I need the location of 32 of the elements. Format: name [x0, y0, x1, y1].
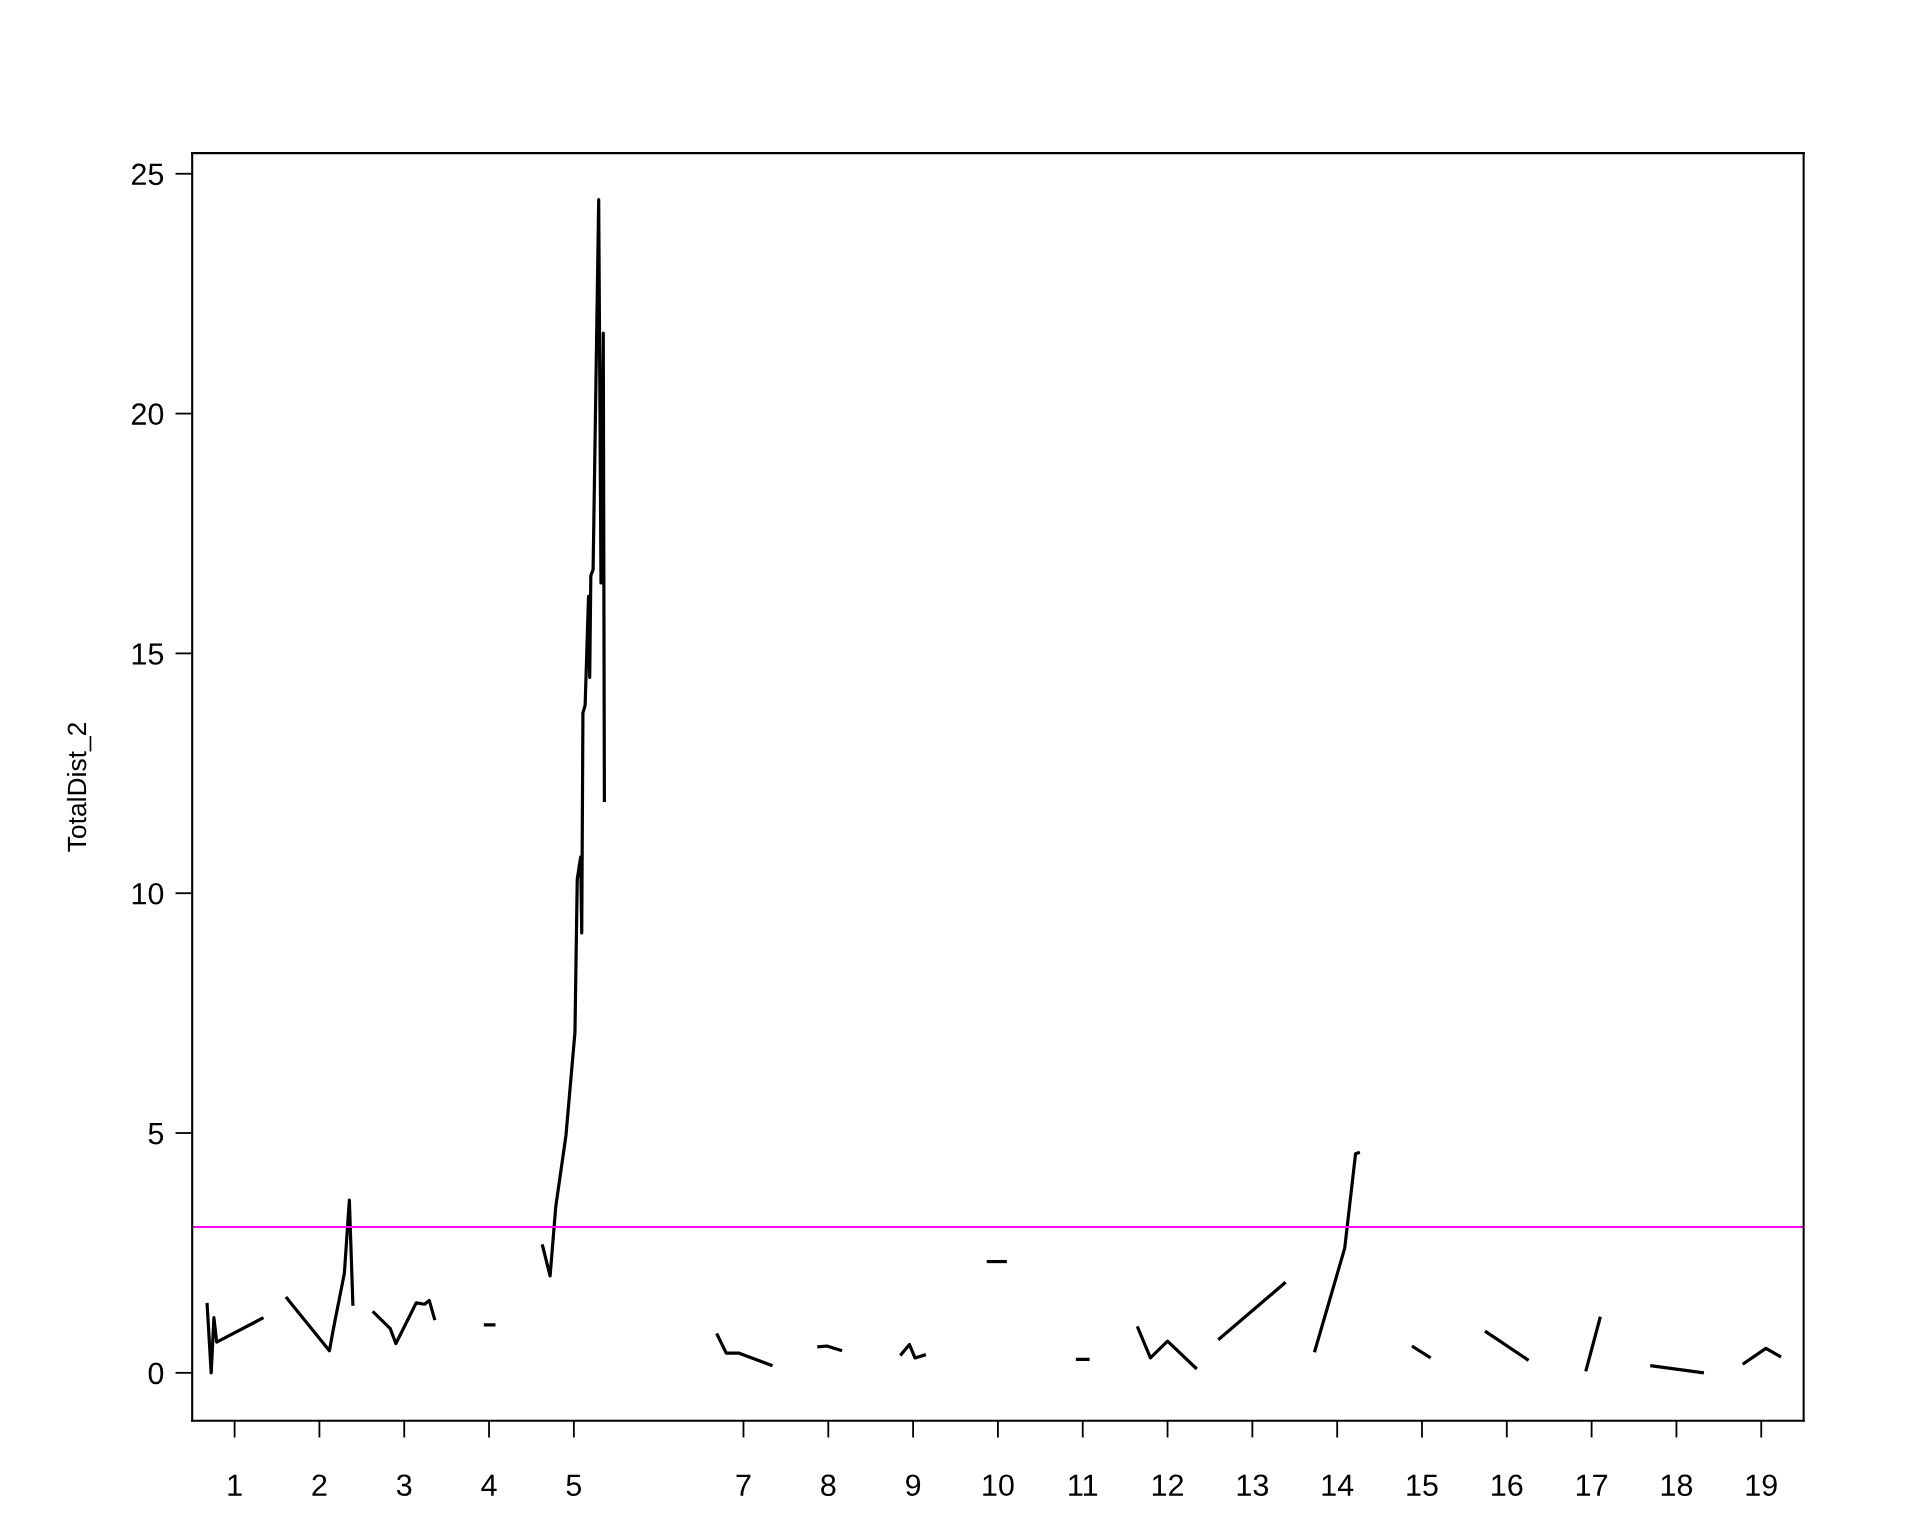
x-tick-label: 18: [1661, 1474, 1693, 1497]
y-tick-label: 15: [132, 643, 164, 665]
y-tick-label: 20: [131, 403, 164, 425]
x-tick-label: 17: [1576, 1474, 1608, 1496]
x-tick-label: 5: [566, 1474, 582, 1497]
y-tick-label: 10: [132, 882, 164, 905]
x-tick-label: 1: [228, 1474, 242, 1496]
x-tick-label: 2: [312, 1474, 327, 1496]
line-series: [1312, 1150, 1362, 1354]
x-tick-label: 7: [736, 1474, 751, 1496]
x-tick-label: 16: [1492, 1474, 1523, 1497]
y-tick-label: 5: [148, 1123, 164, 1145]
y-axis-title: TotalDist_2: [66, 723, 92, 852]
line-series: [205, 1301, 266, 1375]
x-tick-label: 9: [906, 1474, 921, 1497]
y-tick-label: 25: [131, 163, 164, 186]
x-tick-label: 11: [1069, 1474, 1098, 1496]
x-tick-label: 10: [983, 1474, 1014, 1497]
x-tick-label: 12: [1152, 1474, 1184, 1496]
line-series: [540, 198, 606, 1278]
x-tick-label: 3: [396, 1474, 412, 1497]
x-tick-label: 19: [1746, 1474, 1777, 1497]
line-series: [898, 1342, 928, 1360]
x-tick-label: 13: [1237, 1474, 1269, 1497]
x-tick-label: 14: [1322, 1474, 1354, 1496]
y-tick-label: 0: [148, 1362, 164, 1385]
line-series: [1135, 1324, 1199, 1371]
line-series: [284, 1198, 355, 1353]
x-tick-label: 8: [821, 1474, 836, 1497]
x-tick-label: 15: [1407, 1474, 1438, 1497]
line-series: [371, 1298, 437, 1346]
x-tick-label: 4: [481, 1474, 497, 1496]
